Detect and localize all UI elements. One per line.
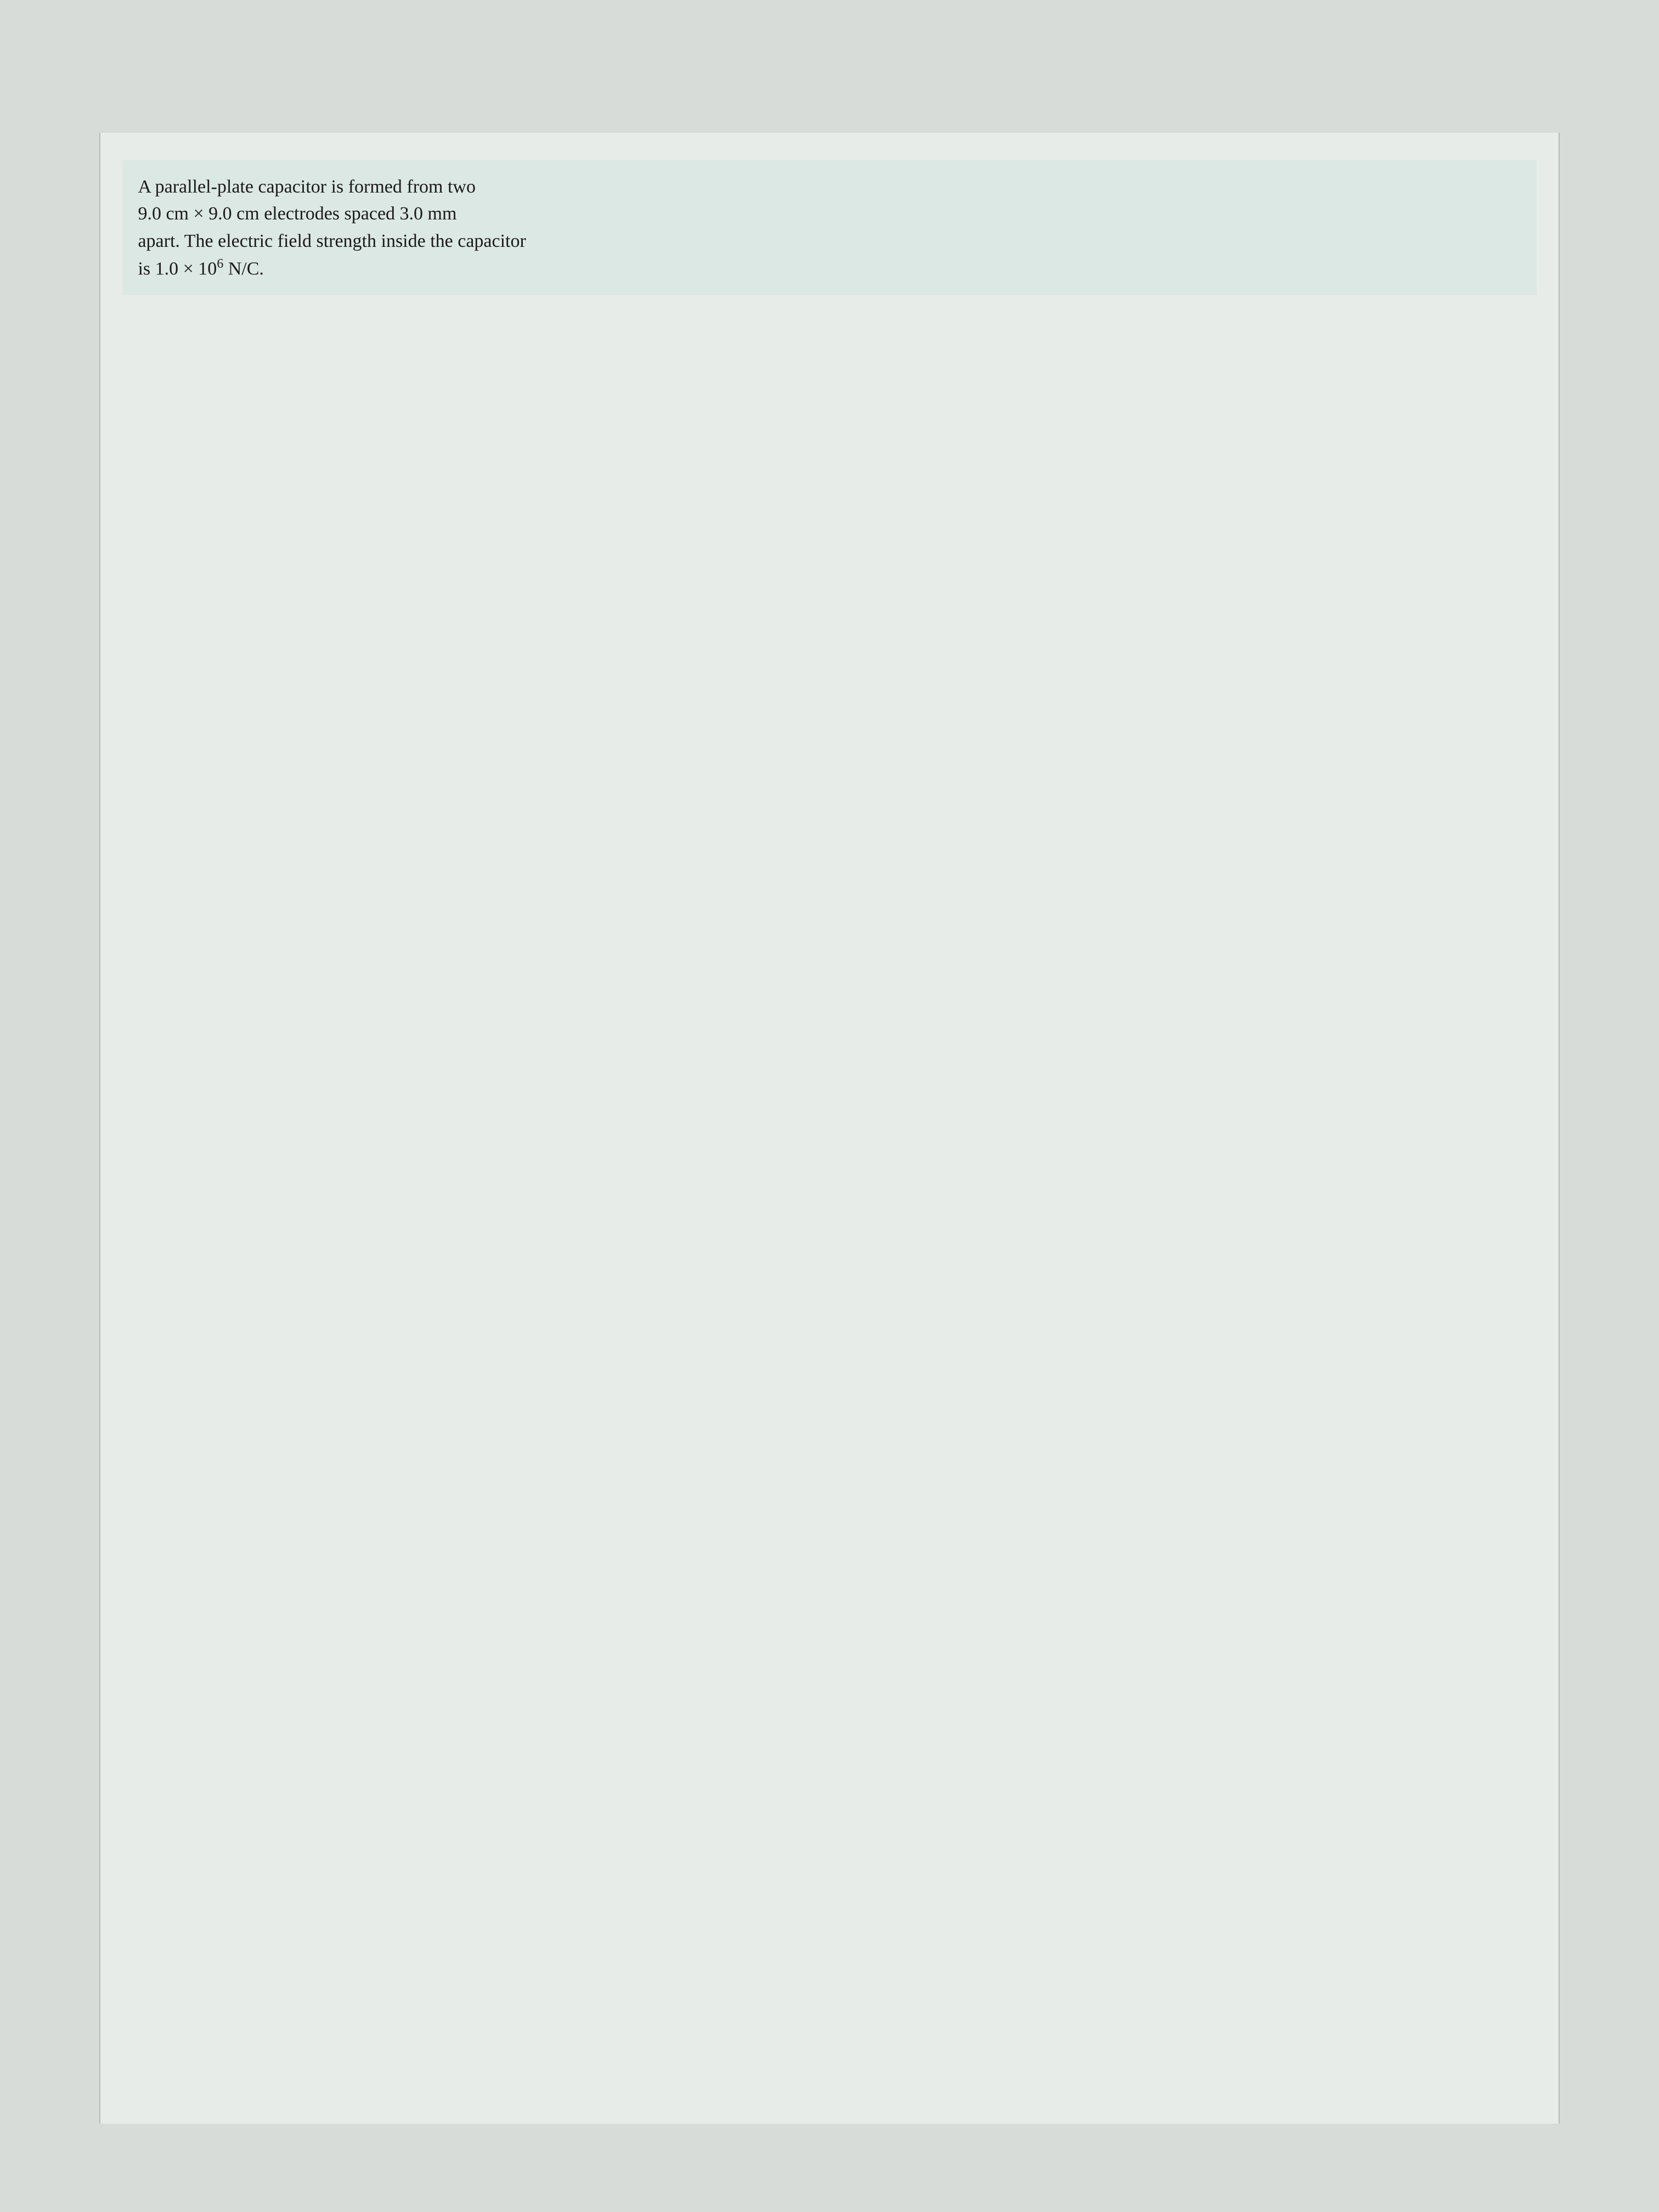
plate-dimension-1: 9.0 cm bbox=[138, 204, 189, 224]
problem-text-line4-prefix: is bbox=[138, 258, 155, 279]
sentence-period: . bbox=[259, 258, 264, 279]
field-strength-value: 1.0 × 10 bbox=[155, 258, 217, 279]
problem-text-line3: apart. The electric field strength insid… bbox=[138, 231, 526, 251]
plate-spacing: 3.0 mm bbox=[400, 204, 457, 224]
times-symbol: × bbox=[189, 204, 208, 224]
content-panel: A parallel-plate capacitor is formed fro… bbox=[99, 133, 1559, 2124]
problem-text-line2: electrodes spaced bbox=[259, 204, 400, 224]
plate-dimension-2: 9.0 cm bbox=[208, 204, 259, 224]
problem-text-line1: A parallel-plate capacitor is formed fro… bbox=[138, 177, 476, 197]
field-strength-exponent: 6 bbox=[217, 257, 223, 271]
problem-statement-box: A parallel-plate capacitor is formed fro… bbox=[122, 160, 1536, 296]
field-strength-unit: N/C bbox=[223, 258, 259, 279]
